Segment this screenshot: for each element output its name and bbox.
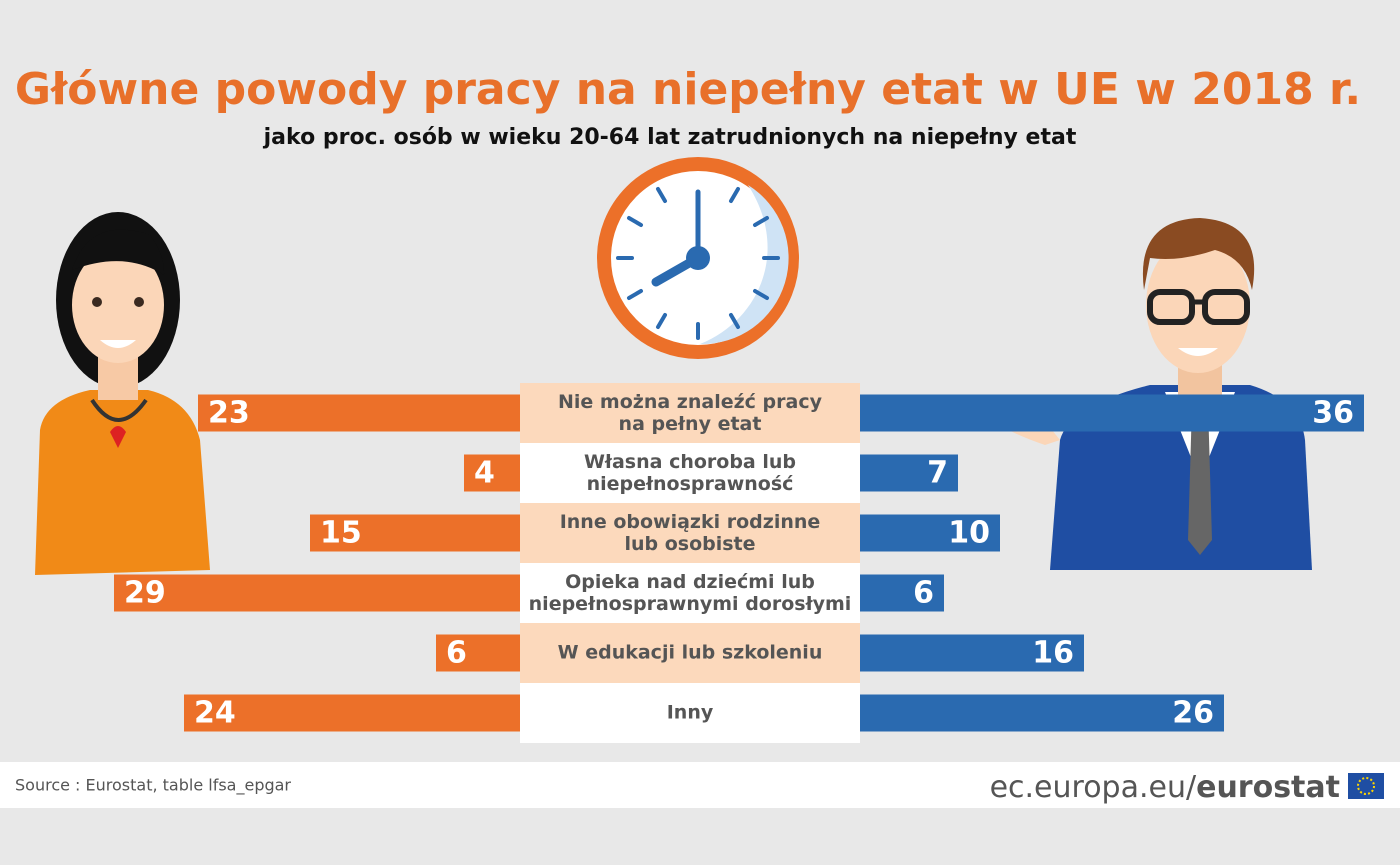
- plot-area: Nie można znaleźć pracy na pełny etat 23 36…: [114, 383, 1364, 743]
- label-line: Inne obowiązki rodzinne: [560, 511, 821, 533]
- man-glasses: [1202, 289, 1250, 325]
- category-cell: [520, 383, 860, 443]
- bar: [860, 694, 1224, 732]
- woman-smile: [100, 340, 136, 348]
- site-link: ec.europa.eu/eurostat: [990, 770, 1340, 805]
- bar: [436, 634, 520, 672]
- bar: [310, 514, 520, 552]
- label-line: na pełny etat: [619, 413, 762, 435]
- value-label: 6: [913, 576, 934, 611]
- bar: [184, 694, 520, 732]
- site-brand: eurostat: [1196, 770, 1340, 805]
- man-smile: [1178, 348, 1218, 356]
- value-label: 15: [320, 516, 362, 551]
- woman-pendant: [110, 426, 126, 448]
- bar: [860, 454, 958, 492]
- bar: [860, 634, 1084, 672]
- clock-shade: [700, 185, 789, 345]
- label-line: niepełnosprawnymi dorosłymi: [529, 593, 852, 615]
- clock-ticks: [616, 187, 780, 340]
- woman-eye: [134, 297, 144, 307]
- eu-stars: [1357, 777, 1375, 795]
- clock-center: [686, 246, 710, 270]
- woman-fringe: [72, 229, 165, 275]
- category-cell: [520, 503, 860, 563]
- bar: [114, 574, 520, 612]
- bar: [198, 394, 520, 432]
- category-label: W edukacji lub szkoleniu: [558, 642, 823, 664]
- woman-eye: [92, 297, 102, 307]
- label-line: Własna choroba lub: [584, 451, 796, 473]
- label-line: Nie można znaleźć pracy: [558, 391, 823, 413]
- category-label: Inny: [667, 702, 714, 724]
- bar: [860, 394, 1364, 432]
- label-line: Opieka nad dziećmi lub: [565, 571, 815, 593]
- value-label: 4: [474, 456, 495, 491]
- category-label: Inne obowiązki rodzinne lub osobiste: [560, 511, 821, 555]
- category-label: Nie można znaleźć pracy na pełny etat: [558, 391, 823, 435]
- man-glasses: [1147, 289, 1195, 325]
- man-hair: [1142, 218, 1255, 290]
- man-tie: [1188, 405, 1212, 555]
- site-domain: ec.europa.eu/: [990, 770, 1197, 805]
- footer-band: [0, 762, 1400, 808]
- label-line: niepełnosprawność: [587, 473, 794, 495]
- category-cell: [520, 443, 860, 503]
- woman-body: [35, 390, 210, 575]
- eu-flag: [1348, 773, 1384, 799]
- chart-title: Główne powody pracy na niepełny etat w U…: [15, 64, 1361, 115]
- value-label: 26: [1172, 696, 1214, 731]
- category-cell: [520, 683, 860, 743]
- bar: [464, 454, 520, 492]
- man-face: [1146, 237, 1250, 373]
- value-label: 7: [927, 456, 948, 491]
- value-label: 16: [1032, 636, 1074, 671]
- category-label: Opieka nad dziećmi lub niepełnosprawnymi …: [529, 571, 852, 615]
- value-label: 24: [194, 696, 236, 731]
- value-label: 36: [1312, 396, 1354, 431]
- woman-illustration: [35, 212, 210, 575]
- source-note: Source : Eurostat, table lfsa_epgar: [15, 776, 291, 796]
- value-label: 23: [208, 396, 250, 431]
- label-line: lub osobiste: [624, 533, 755, 555]
- chart-subtitle: jako proc. osób w wieku 20-64 lat zatrud…: [263, 125, 1077, 150]
- value-label: 10: [948, 516, 990, 551]
- woman-necklace: [90, 398, 148, 422]
- value-label: 29: [124, 576, 166, 611]
- category-label: Własna choroba lub niepełnosprawność: [584, 451, 796, 495]
- category-cell: [520, 563, 860, 623]
- bar: [860, 514, 1000, 552]
- bar: [860, 574, 944, 612]
- value-label: 6: [446, 636, 467, 671]
- category-cell: [520, 623, 860, 683]
- woman-face: [72, 247, 164, 363]
- clock-icon: [597, 157, 799, 359]
